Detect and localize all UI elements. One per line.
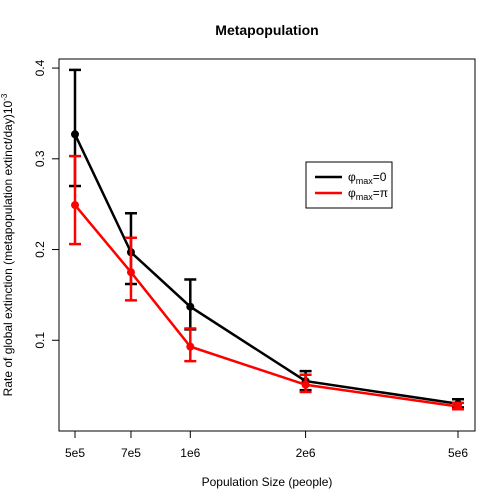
legend-label-rest: =π (373, 186, 388, 200)
series-line (74, 204, 459, 408)
series-layer (69, 68, 464, 411)
series-1 (69, 154, 464, 411)
y-tick-label: 0.2 (33, 241, 47, 258)
legend-label-subscript: max (356, 192, 374, 202)
y-axis-label-exponent: -3 (0, 93, 9, 101)
legend-label: φmax=π (348, 186, 388, 202)
legend-label-subscript: max (356, 176, 374, 186)
x-axis-label: Population Size (people) (202, 475, 333, 489)
x-tick-label: 1e6 (180, 446, 200, 460)
x-tick-label: 7e5 (121, 446, 141, 460)
x-axis: 5e5 7e5 1e6 2e6 5e6 (65, 431, 468, 460)
x-tick-label: 5e6 (448, 446, 468, 460)
y-tick-label: 0.1 (33, 332, 47, 349)
y-axis-label: Rate of global extinction (metapopulatio… (0, 93, 15, 396)
legend-label: φmax=0 (348, 170, 387, 186)
chart-title: Metapopulation (215, 22, 318, 38)
data-point (186, 302, 195, 311)
data-point (126, 268, 135, 277)
data-point (71, 130, 79, 139)
x-tick-label: 5e5 (65, 446, 85, 460)
x-tick-label: 2e6 (296, 446, 316, 460)
legend-label-base: φ (348, 186, 356, 200)
data-point (301, 380, 310, 389)
data-point (454, 402, 462, 411)
legend-label-rest: =0 (373, 170, 387, 184)
y-tick-label: 0.4 (33, 59, 47, 76)
data-point (71, 201, 79, 210)
y-axis-label-base: 10 (1, 100, 15, 114)
y-axis: 0.1 0.2 0.3 0.4 (33, 59, 59, 349)
y-tick-label: 0.3 (33, 150, 47, 167)
y-axis-label-main: Rate of global extinction (metapopulatio… (1, 114, 15, 396)
data-point (186, 342, 195, 351)
legend-label-base: φ (348, 170, 356, 184)
legend-box (305, 161, 393, 209)
plot-area-frame (58, 58, 476, 432)
